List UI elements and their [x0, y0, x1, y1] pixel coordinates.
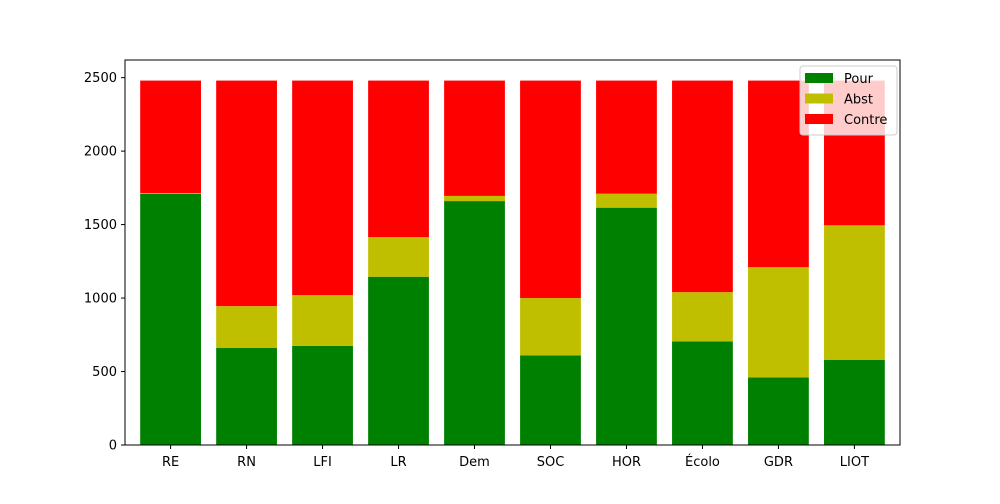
- bar-pour-9: [824, 359, 885, 445]
- y-tick-label: 2500: [84, 71, 117, 86]
- bar-pour-1: [216, 348, 277, 445]
- y-tick-label: 1500: [84, 218, 117, 233]
- bar-pour-5: [520, 355, 581, 445]
- bar-contre-5: [520, 80, 581, 299]
- bar-pour-7: [672, 341, 733, 445]
- bar-pour-4: [444, 201, 505, 445]
- bar-abst-9: [824, 225, 885, 360]
- x-tick-label: SOC: [537, 455, 565, 470]
- bar-pour-3: [368, 276, 429, 445]
- x-tick-label: RN: [237, 455, 256, 470]
- bar-contre-7: [672, 80, 733, 293]
- x-tick-label: LFI: [313, 455, 332, 470]
- x-tick-label: LIOT: [840, 455, 869, 470]
- bar-abst-7: [672, 292, 733, 342]
- bar-contre-0: [140, 80, 201, 193]
- y-tick-label: 2000: [84, 145, 117, 160]
- plot-frame: [124, 59, 901, 446]
- x-tick-label: Écolo: [685, 454, 720, 470]
- bar-contre-3: [368, 80, 429, 238]
- bar-abst-5: [520, 298, 581, 356]
- bar-abst-1: [216, 306, 277, 349]
- bar-abst-6: [596, 193, 657, 208]
- bar-contre-8: [748, 80, 809, 268]
- bar-abst-3: [368, 237, 429, 277]
- legend-label-abst: Abst: [844, 93, 873, 108]
- legend-swatch-pour: [805, 73, 833, 83]
- bar-contre-4: [444, 80, 505, 196]
- x-tick-label: Dem: [459, 455, 490, 470]
- bar-contre-2: [292, 80, 353, 296]
- bar-pour-2: [292, 345, 353, 445]
- bar-abst-4: [444, 195, 505, 202]
- legend-swatch-contre: [805, 114, 833, 124]
- bar-pour-0: [140, 193, 201, 445]
- x-tick-label: HOR: [612, 455, 641, 470]
- x-tick-label: RE: [162, 455, 179, 470]
- y-tick-label: 0: [109, 439, 117, 454]
- x-tick-label: GDR: [764, 455, 793, 470]
- bar-pour-6: [596, 207, 657, 445]
- x-tick-label: LR: [390, 455, 406, 470]
- bar-abst-2: [292, 295, 353, 346]
- bar-abst-8: [748, 267, 809, 378]
- bar-pour-8: [748, 377, 809, 445]
- y-tick-label: 1000: [84, 292, 117, 307]
- legend-label-pour: Pour: [844, 72, 874, 87]
- bar-abst-0: [140, 192, 201, 194]
- legend-label-contre: Contre: [844, 113, 887, 128]
- bar-contre-6: [596, 80, 657, 194]
- legend: Pour Abst Contre: [799, 65, 898, 136]
- x-axis: RE RN LFI LR Dem SOC HOR Écolo GDR LIOT: [162, 445, 869, 470]
- y-axis: 0 500 1000 1500 2000 2500: [84, 71, 125, 454]
- legend-swatch-abst: [805, 93, 833, 104]
- bars-layer: [140, 80, 885, 445]
- bar-contre-1: [216, 80, 277, 307]
- y-tick-label: 500: [92, 365, 117, 380]
